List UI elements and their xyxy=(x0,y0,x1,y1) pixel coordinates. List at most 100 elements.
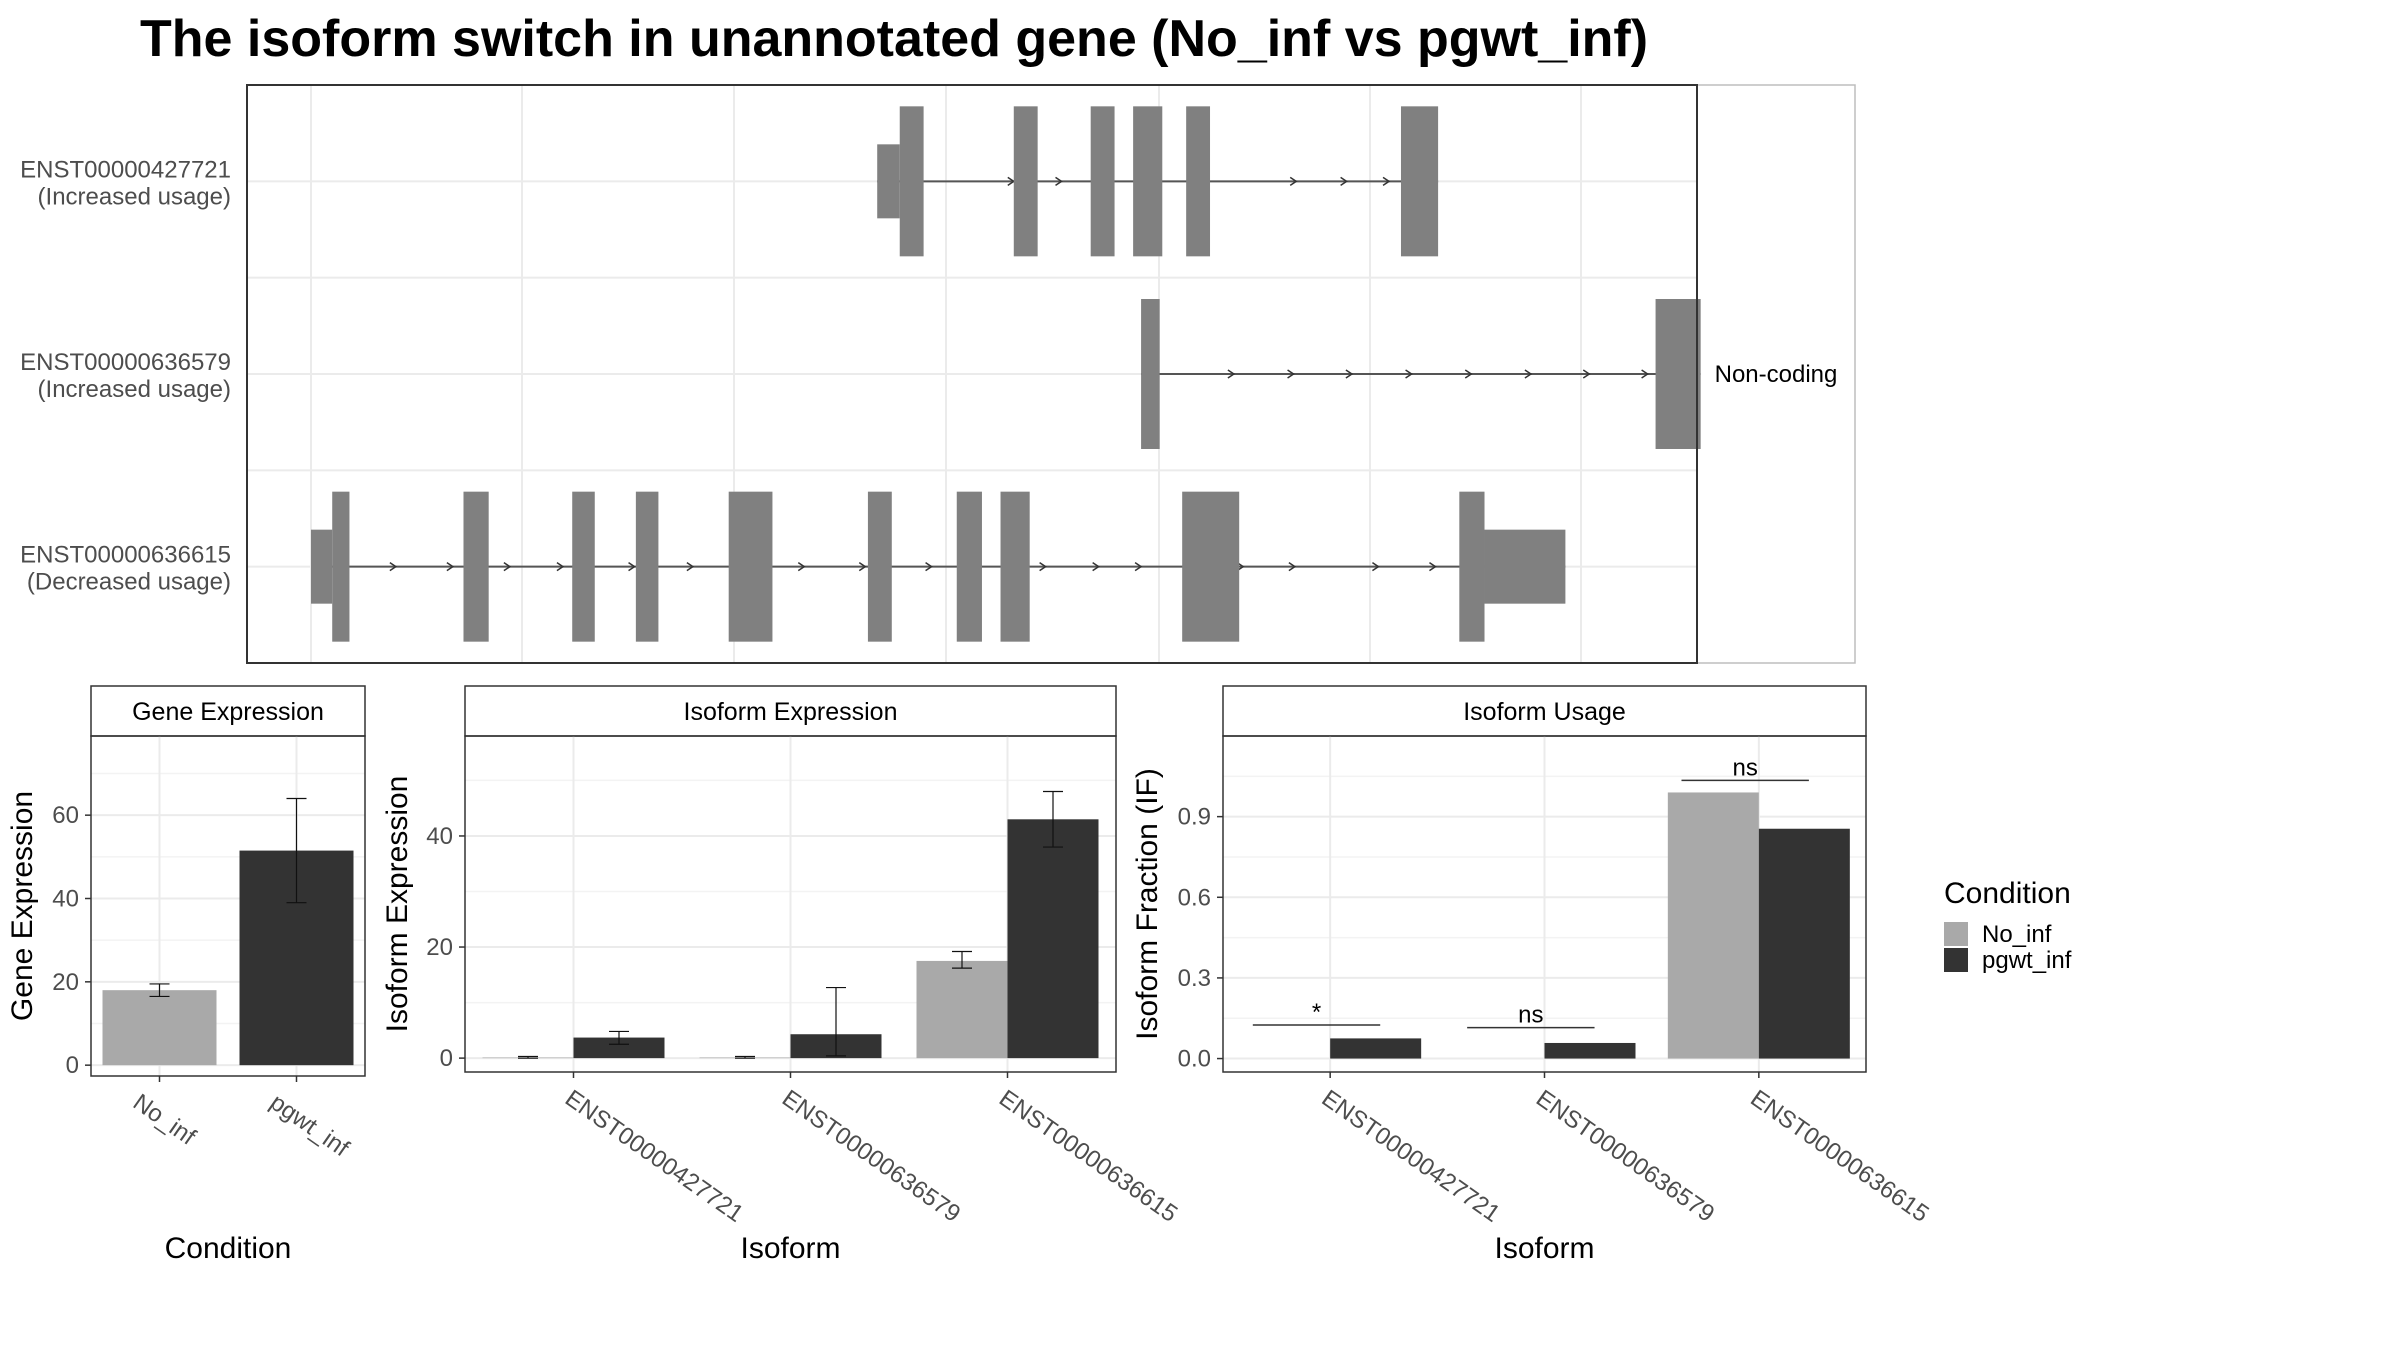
exon xyxy=(1000,491,1030,642)
intron-direction-arrow xyxy=(1641,369,1649,379)
significance-label: * xyxy=(1312,999,1321,1026)
legend-swatch xyxy=(1944,948,1968,972)
exon xyxy=(635,491,659,642)
intron-direction-arrow xyxy=(1464,369,1473,379)
exon xyxy=(332,491,350,642)
legend-item-label: pgwt_inf xyxy=(1982,947,2072,974)
intron-direction-arrow xyxy=(1288,562,1297,572)
transcript-usage-label: (Increased usage) xyxy=(38,183,231,210)
y-tick-label: 0.9 xyxy=(1178,804,1211,831)
intron-direction-arrow xyxy=(1345,369,1354,379)
intron-direction-arrow xyxy=(925,562,933,572)
panel-strip xyxy=(1222,685,1867,737)
structure-panel-border xyxy=(246,84,1698,664)
intron-direction-arrow xyxy=(1372,562,1380,572)
intron-direction-arrow xyxy=(1055,176,1063,186)
legend-item-label: No_inf xyxy=(1982,921,2052,948)
exon xyxy=(728,491,773,642)
x-axis-title: Isoform xyxy=(740,1232,840,1265)
transcript-id-label: ENST00000427721 xyxy=(20,156,231,183)
y-tick-label: 20 xyxy=(426,934,453,961)
y-tick-label: 60 xyxy=(52,802,79,829)
x-category-label: pgwt_inf xyxy=(265,1089,354,1163)
y-tick-label: 0.0 xyxy=(1178,1046,1211,1073)
exon xyxy=(899,106,924,257)
panel-strip-title: Isoform Expression xyxy=(684,698,898,726)
intron-direction-arrow xyxy=(556,562,565,572)
intron-direction-arrow xyxy=(389,562,398,572)
intron-direction-arrow xyxy=(1092,562,1100,572)
x-category-label: ENST00000636615 xyxy=(1745,1085,1933,1228)
exon xyxy=(1459,491,1485,642)
utr-exon xyxy=(311,529,333,604)
intron-direction-arrow xyxy=(446,562,455,572)
exon xyxy=(1182,491,1240,642)
intron-direction-arrow xyxy=(1524,369,1533,379)
y-axis-title: Isoform Fraction (IF) xyxy=(1131,768,1164,1040)
exon xyxy=(956,491,982,642)
transcript-id-label: ENST00000636579 xyxy=(20,349,231,376)
legend-title: Condition xyxy=(1944,877,2071,910)
transcript-usage-label: (Increased usage) xyxy=(38,376,231,403)
bar xyxy=(1667,792,1759,1059)
isoform-usage-panel: Isoform Usage 0.0 0.3 0.6 0.9 * ns ns ENST000004… xyxy=(1131,685,1934,1265)
utr-exon xyxy=(1484,529,1566,604)
bar xyxy=(102,990,217,1066)
panel-strip-title: Isoform Usage xyxy=(1463,698,1626,726)
bar xyxy=(1007,819,1099,1059)
exon xyxy=(1400,106,1439,257)
strip-label: Non-coding xyxy=(1715,361,1838,388)
exon xyxy=(1013,106,1038,257)
y-tick-label: 40 xyxy=(52,886,79,913)
x-category-label: ENST00000427721 xyxy=(1317,1085,1505,1228)
y-tick-label: 40 xyxy=(426,823,453,850)
x-category-label: ENST00000636579 xyxy=(777,1085,965,1228)
x-category-label: ENST00000636579 xyxy=(1531,1085,1719,1228)
utr-exon xyxy=(877,144,900,219)
figure-title: The isoform switch in unannotated gene (… xyxy=(140,10,1648,68)
x-category-label: ENST00000427721 xyxy=(560,1085,748,1228)
panel-strip-title: Gene Expression xyxy=(132,698,324,726)
y-tick-label: 0.6 xyxy=(1178,884,1211,911)
intron-direction-arrow xyxy=(628,562,636,572)
exon xyxy=(1090,106,1115,257)
intron-direction-arrow xyxy=(797,562,806,572)
bar xyxy=(1330,1038,1422,1059)
bar xyxy=(1544,1042,1636,1059)
legend-swatch xyxy=(1944,922,1968,946)
transcript-structure-panel: ENST00000427721(Increased usage)ENST0000… xyxy=(20,84,1856,664)
y-tick-label: 0.3 xyxy=(1178,965,1211,992)
intron-direction-arrow xyxy=(1582,369,1591,379)
exon xyxy=(1133,106,1163,257)
x-axis-title: Isoform xyxy=(1494,1232,1594,1265)
y-tick-label: 0 xyxy=(440,1045,453,1072)
intron-direction-arrow xyxy=(1227,369,1236,379)
transcript-id-label: ENST00000636615 xyxy=(20,542,231,569)
intron-direction-arrow xyxy=(503,562,512,572)
bar xyxy=(573,1037,665,1059)
y-axis-title: Isoform Expression xyxy=(381,776,414,1033)
exon xyxy=(1186,106,1211,257)
transcript-usage-label: (Decreased usage) xyxy=(27,569,231,596)
intron-direction-arrow xyxy=(858,562,867,572)
panel-border xyxy=(90,735,366,1077)
intron-direction-arrow xyxy=(686,562,695,572)
intron-direction-arrow xyxy=(1340,176,1348,186)
x-category-label: ENST00000636615 xyxy=(994,1085,1182,1228)
panel-strip xyxy=(464,685,1117,737)
exon xyxy=(572,491,595,642)
bar xyxy=(916,960,1008,1059)
intron-direction-arrow xyxy=(1382,176,1391,186)
intron-direction-arrow xyxy=(1289,176,1298,186)
y-tick-label: 20 xyxy=(52,969,79,996)
gene-expression-panel: Gene Expression 0 20 40 60 No_inf pgwt_inf Cond… xyxy=(6,685,366,1265)
intron-direction-arrow xyxy=(1039,562,1047,572)
exon xyxy=(463,491,489,642)
significance-label: ns xyxy=(1518,1002,1543,1029)
x-category-label: No_inf xyxy=(128,1089,201,1151)
panel-strip xyxy=(90,685,366,737)
exon xyxy=(1141,299,1160,449)
x-axis-title: Condition xyxy=(165,1232,292,1265)
